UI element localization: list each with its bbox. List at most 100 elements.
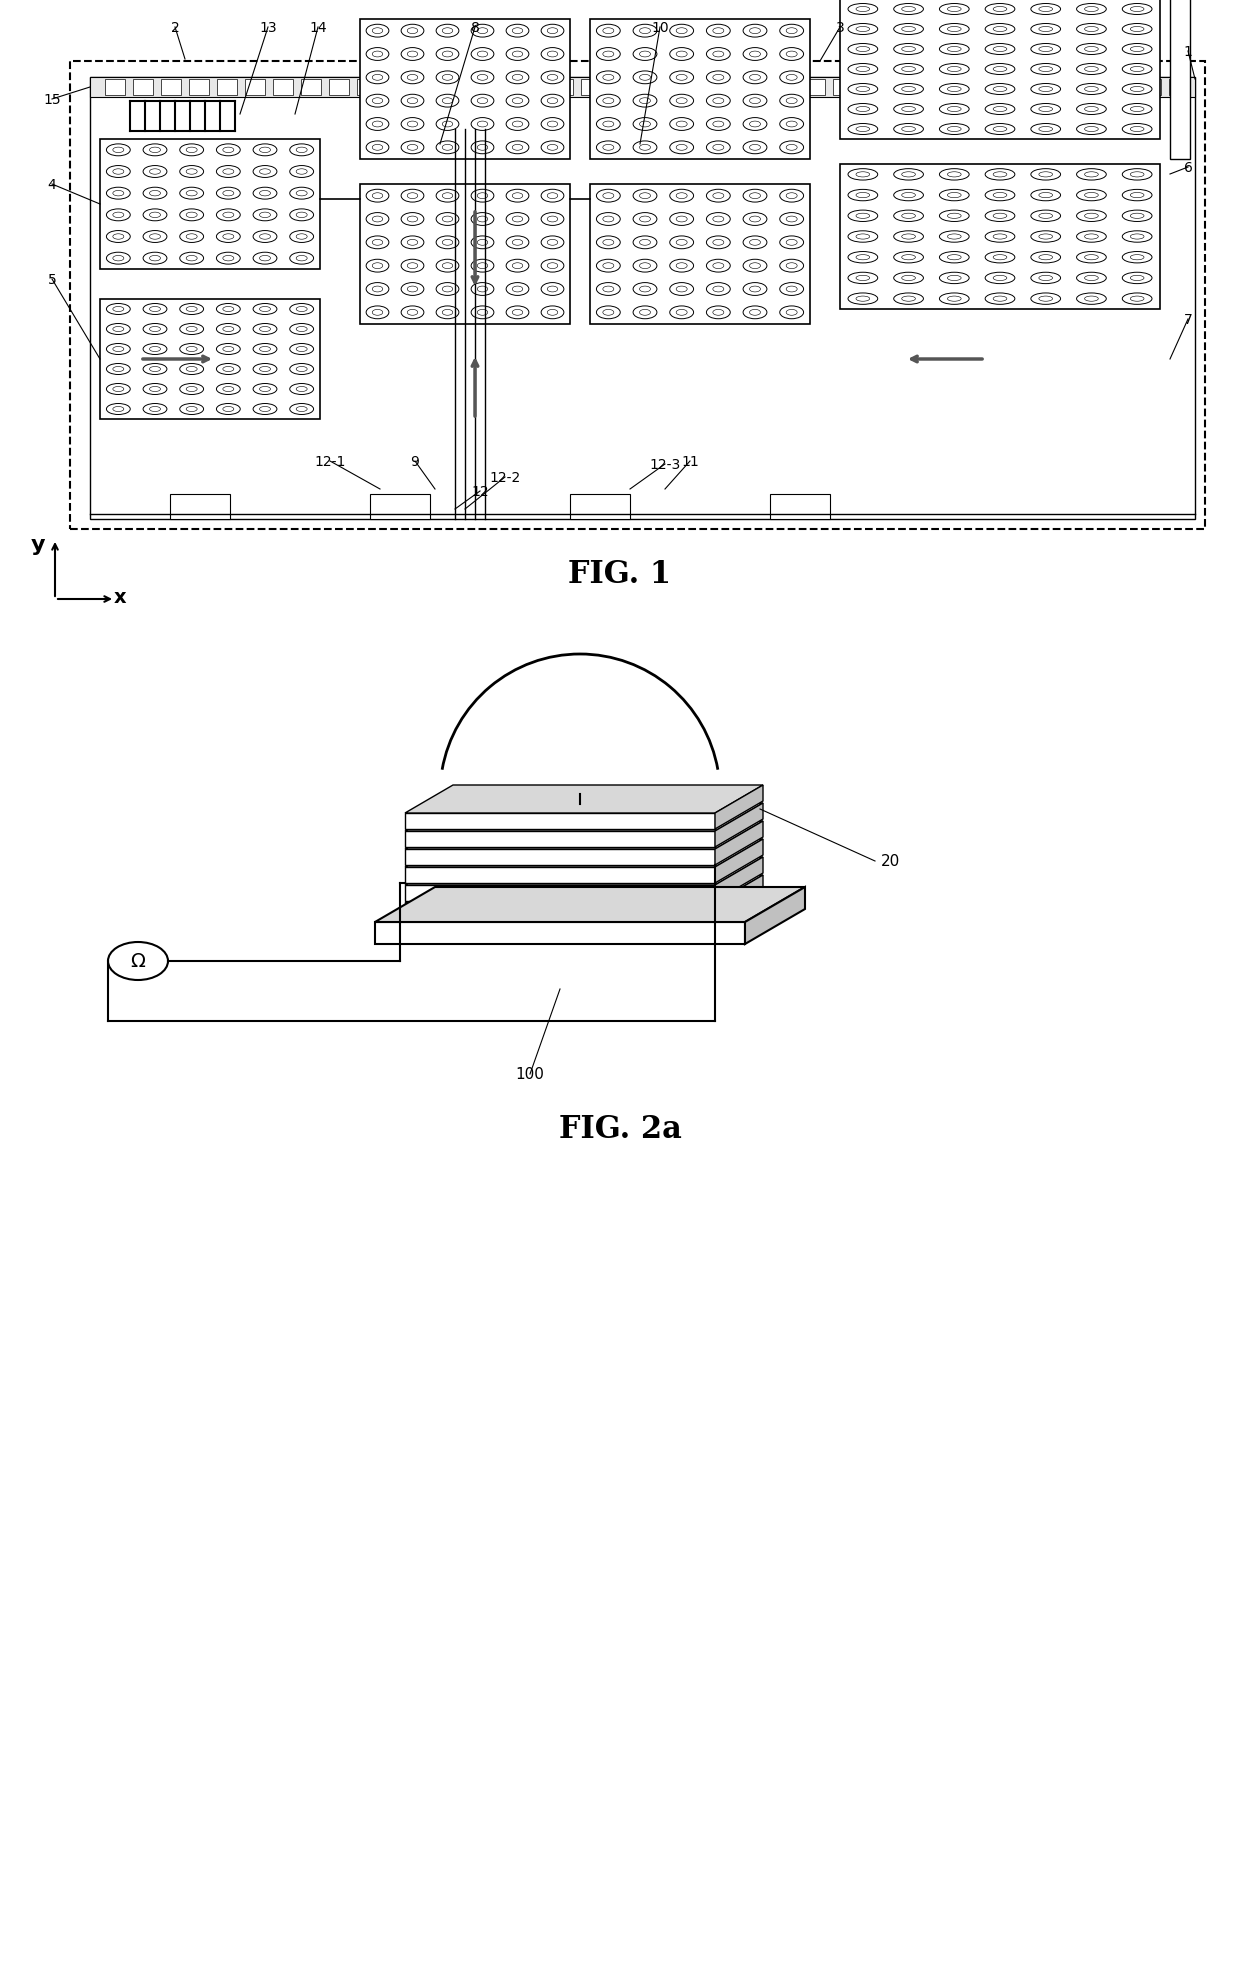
Ellipse shape — [901, 255, 915, 260]
Ellipse shape — [547, 217, 558, 223]
Ellipse shape — [401, 213, 424, 227]
Ellipse shape — [947, 296, 961, 302]
Ellipse shape — [506, 237, 529, 251]
Ellipse shape — [707, 95, 730, 109]
Ellipse shape — [113, 256, 124, 262]
Ellipse shape — [985, 45, 1014, 55]
Ellipse shape — [670, 26, 693, 37]
Ellipse shape — [401, 260, 424, 272]
Bar — [100, 300, 320, 420]
Ellipse shape — [707, 284, 730, 296]
Ellipse shape — [217, 404, 241, 414]
Ellipse shape — [848, 105, 878, 116]
Ellipse shape — [113, 387, 124, 393]
Bar — [1169, 81, 1189, 97]
Text: 4: 4 — [47, 178, 56, 191]
Ellipse shape — [107, 324, 130, 335]
Ellipse shape — [541, 189, 564, 203]
Ellipse shape — [848, 253, 878, 264]
Ellipse shape — [856, 107, 869, 112]
Ellipse shape — [436, 118, 459, 132]
Ellipse shape — [856, 87, 869, 93]
Ellipse shape — [443, 99, 453, 105]
Ellipse shape — [676, 30, 687, 36]
Ellipse shape — [443, 241, 453, 247]
Ellipse shape — [512, 286, 523, 292]
Ellipse shape — [407, 51, 418, 57]
Bar — [357, 81, 377, 97]
Ellipse shape — [290, 253, 314, 264]
Ellipse shape — [372, 146, 383, 152]
Bar — [570, 495, 630, 519]
Ellipse shape — [786, 51, 797, 57]
Bar — [770, 495, 830, 519]
Ellipse shape — [1076, 65, 1106, 75]
Bar — [839, 166, 1159, 310]
Ellipse shape — [596, 142, 620, 154]
Ellipse shape — [1076, 24, 1106, 36]
Ellipse shape — [512, 30, 523, 36]
Ellipse shape — [407, 30, 418, 36]
Ellipse shape — [603, 264, 614, 270]
Ellipse shape — [901, 28, 915, 32]
Ellipse shape — [366, 260, 389, 272]
Ellipse shape — [150, 213, 160, 219]
Ellipse shape — [947, 255, 961, 260]
Ellipse shape — [366, 26, 389, 37]
Ellipse shape — [113, 367, 124, 373]
Ellipse shape — [217, 144, 241, 156]
Ellipse shape — [1030, 105, 1060, 116]
Text: 7: 7 — [1184, 314, 1193, 328]
Ellipse shape — [749, 310, 760, 316]
Ellipse shape — [223, 347, 234, 353]
Ellipse shape — [993, 67, 1007, 73]
Text: 1: 1 — [1183, 45, 1193, 59]
Ellipse shape — [993, 8, 1007, 12]
Ellipse shape — [743, 49, 766, 61]
Ellipse shape — [113, 148, 124, 154]
Ellipse shape — [180, 404, 203, 414]
Ellipse shape — [372, 241, 383, 247]
Ellipse shape — [1085, 193, 1099, 199]
Ellipse shape — [947, 107, 961, 112]
Ellipse shape — [993, 47, 1007, 53]
Ellipse shape — [743, 260, 766, 272]
Ellipse shape — [1085, 215, 1099, 219]
Ellipse shape — [786, 146, 797, 152]
Ellipse shape — [443, 75, 453, 81]
Ellipse shape — [670, 118, 693, 132]
Ellipse shape — [947, 276, 961, 282]
Ellipse shape — [290, 385, 314, 395]
Ellipse shape — [253, 304, 277, 316]
Ellipse shape — [541, 284, 564, 296]
Ellipse shape — [603, 193, 614, 199]
Ellipse shape — [366, 306, 389, 320]
Ellipse shape — [1122, 231, 1152, 243]
Ellipse shape — [1085, 28, 1099, 32]
Bar — [553, 81, 573, 97]
Ellipse shape — [366, 71, 389, 85]
Ellipse shape — [1122, 189, 1152, 201]
Ellipse shape — [894, 124, 924, 136]
Ellipse shape — [894, 189, 924, 201]
Ellipse shape — [596, 306, 620, 320]
Ellipse shape — [1076, 4, 1106, 16]
Ellipse shape — [634, 260, 657, 272]
Ellipse shape — [596, 213, 620, 227]
Bar — [100, 140, 320, 270]
Ellipse shape — [290, 345, 314, 355]
Ellipse shape — [749, 217, 760, 223]
Text: 8: 8 — [470, 22, 480, 36]
Ellipse shape — [107, 253, 130, 264]
Ellipse shape — [296, 387, 308, 393]
Ellipse shape — [259, 235, 270, 241]
Ellipse shape — [985, 4, 1014, 16]
Ellipse shape — [143, 324, 167, 335]
Ellipse shape — [1076, 124, 1106, 136]
Ellipse shape — [1122, 170, 1152, 182]
Ellipse shape — [848, 4, 878, 16]
Ellipse shape — [670, 95, 693, 109]
Bar — [1114, 81, 1133, 97]
Ellipse shape — [372, 310, 383, 316]
Ellipse shape — [901, 296, 915, 302]
